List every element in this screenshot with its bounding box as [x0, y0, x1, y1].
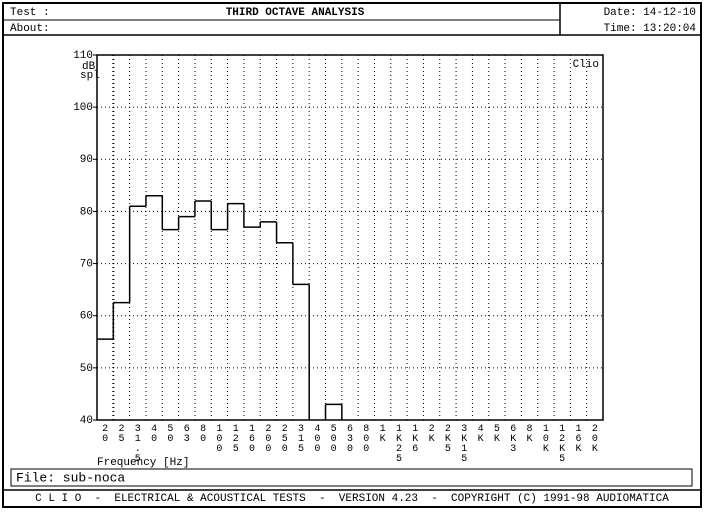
x-tick-label: 1K — [377, 424, 388, 444]
about-label: About: — [10, 23, 50, 35]
x-tick-label: 125 — [230, 424, 241, 454]
x-tick-label: 63 — [181, 424, 192, 444]
x-tick-label: 3K15 — [459, 424, 470, 464]
plot-frame — [96, 54, 604, 421]
y-tick-label: 40 — [80, 415, 93, 427]
x-tick-label: 100 — [214, 424, 225, 454]
file-box — [10, 468, 693, 487]
x-tick-label: 25 — [116, 424, 127, 444]
x-tick-label: 10K — [540, 424, 551, 454]
test-label: Test : — [10, 7, 50, 19]
y-tick-label: 50 — [80, 363, 93, 375]
x-tick-label: 200 — [263, 424, 274, 454]
annotation: Clio — [573, 59, 599, 71]
x-tick-label: 1K6 — [410, 424, 421, 454]
file-name: File: sub-noca — [16, 470, 125, 485]
x-tick-label: 1K25 — [393, 424, 404, 464]
x-tick-label: 80 — [198, 424, 209, 444]
x-tick-label: 315 — [296, 424, 307, 454]
x-tick-label: 16K — [573, 424, 584, 454]
y-tick-label: 90 — [80, 154, 93, 166]
footer: C L I O - ELECTRICAL & ACOUSTICAL TESTS … — [35, 493, 669, 505]
y-tick-label: 70 — [80, 258, 93, 270]
y-tick-label: 110 — [73, 50, 93, 62]
x-tick-label: 4K — [475, 424, 486, 444]
x-tick-label: 20K — [589, 424, 600, 454]
x-tick-label: 250 — [279, 424, 290, 454]
x-tick-label: 500 — [328, 424, 339, 454]
x-tick-label: 31.5 — [132, 424, 143, 464]
x-tick-label: 40 — [149, 424, 160, 444]
y-tick-label: 100 — [73, 102, 93, 114]
x-tick-label: 12K5 — [557, 424, 568, 464]
x-tick-label: 2K — [426, 424, 437, 444]
y-axis-label: spl — [80, 70, 100, 82]
x-tick-label: 50 — [165, 424, 176, 444]
y-tick-label: 80 — [80, 206, 93, 218]
x-tick-label: 6K3 — [508, 424, 519, 454]
x-tick-label: 630 — [345, 424, 356, 454]
y-tick-label: 60 — [80, 311, 93, 323]
y-axis-label: dB — [82, 61, 96, 73]
x-tick-label: 20 — [100, 424, 111, 444]
title: THIRD OCTAVE ANALYSIS — [226, 7, 365, 19]
x-tick-label: 160 — [247, 424, 258, 454]
x-tick-label: 8K — [524, 424, 535, 444]
time: Time: 13:20:04 — [604, 23, 697, 35]
x-tick-label: 5K — [491, 424, 502, 444]
x-tick-label: 800 — [361, 424, 372, 454]
date: Date: 14-12-10 — [604, 7, 696, 19]
x-tick-label: 400 — [312, 424, 323, 454]
x-axis-label: Frequency [Hz] — [97, 457, 189, 469]
x-tick-label: 2K5 — [442, 424, 453, 454]
